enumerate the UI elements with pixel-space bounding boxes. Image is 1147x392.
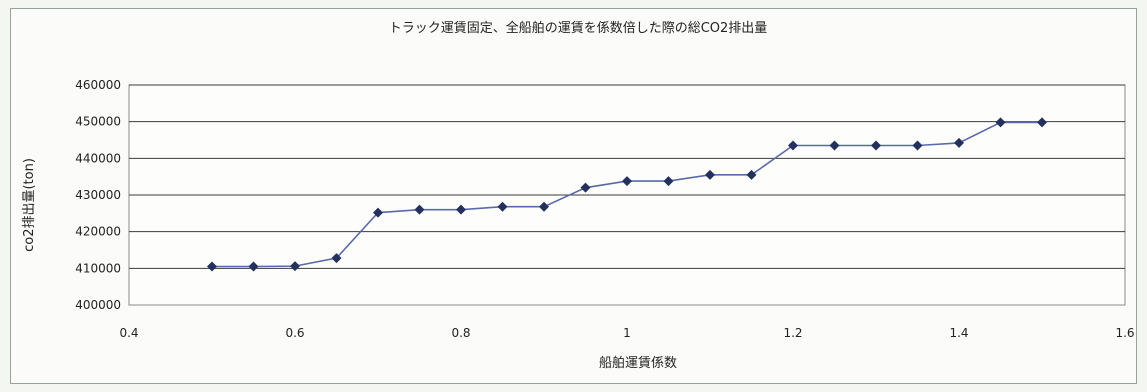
data-point xyxy=(995,117,1006,128)
data-point xyxy=(373,207,383,218)
x-tick-label: 1 xyxy=(623,326,631,340)
x-tick-label: 1.6 xyxy=(1115,326,1134,340)
chart-panel: トラック運賃固定、全船舶の運賃を係数倍した際の総CO2排出量 400000 410… xyxy=(10,8,1137,384)
data-point xyxy=(1037,117,1047,128)
line-chart: トラック運賃固定、全船舶の運賃を係数倍した際の総CO2排出量 400000 410… xyxy=(22,20,1135,371)
x-axis-ticks: 0.4 0.6 0.8 1 1.2 1.4 1.6 xyxy=(119,326,1134,340)
data-point xyxy=(705,169,715,180)
data-point xyxy=(580,182,591,193)
data-point xyxy=(663,176,674,187)
data-point xyxy=(829,140,840,151)
plot-area xyxy=(128,84,1126,306)
y-tick-label: 430000 xyxy=(75,188,121,202)
data-point xyxy=(871,140,881,151)
y-tick-label: 400000 xyxy=(75,298,121,312)
data-point xyxy=(207,261,217,272)
y-tick-label: 410000 xyxy=(75,261,121,275)
data-point xyxy=(331,253,342,264)
x-tick-label: 0.6 xyxy=(285,326,304,340)
data-point xyxy=(456,204,466,215)
chart-title: トラック運賃固定、全船舶の運賃を係数倍した際の総CO2排出量 xyxy=(389,20,768,36)
data-point xyxy=(497,201,508,212)
y-axis-ticks: 400000 410000 420000 430000 440000 450000 4600… xyxy=(75,78,121,312)
x-tick-label: 0.8 xyxy=(451,326,470,340)
data-point xyxy=(539,201,549,212)
data-point xyxy=(746,169,757,180)
data-point xyxy=(912,140,923,151)
data-point xyxy=(248,261,259,272)
data-point xyxy=(290,261,300,272)
data-point xyxy=(622,176,632,187)
y-tick-label: 450000 xyxy=(75,115,121,129)
x-tick-label: 1.2 xyxy=(783,326,802,340)
y-axis-label: co2排出量(ton) xyxy=(22,158,37,252)
data-point xyxy=(788,140,798,151)
data-point xyxy=(954,137,964,148)
x-tick-label: 1.4 xyxy=(949,326,968,340)
series-co2 xyxy=(207,117,1047,272)
data-point xyxy=(414,204,425,215)
y-tick-label: 420000 xyxy=(75,225,121,239)
x-tick-label: 0.4 xyxy=(119,326,138,340)
y-tick-label: 460000 xyxy=(75,78,121,92)
y-tick-label: 440000 xyxy=(75,151,121,165)
x-axis-label: 船舶運賃係数 xyxy=(599,355,677,371)
